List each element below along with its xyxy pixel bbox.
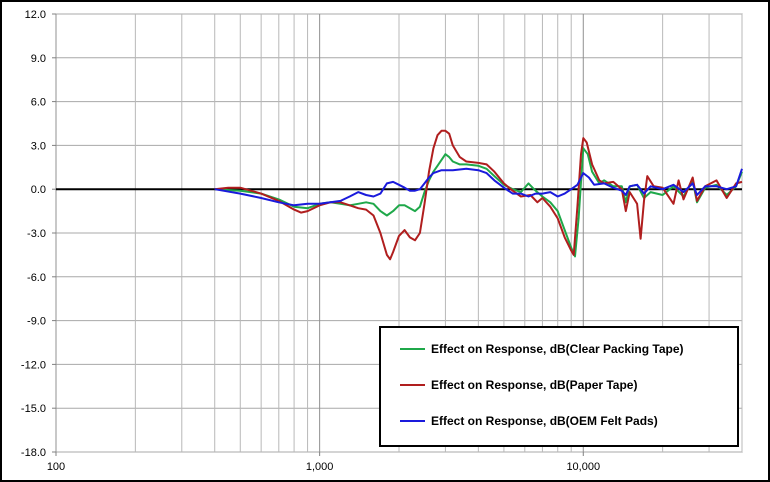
- y-tick-label: 3.0: [31, 140, 46, 152]
- y-tick-label: 12.0: [25, 9, 46, 21]
- y-tick-label: -18.0: [21, 447, 46, 459]
- legend-label-1: Effect on Response, dB(Clear Packing Tap…: [431, 342, 684, 356]
- y-axis-labels: 12.0 9.0 6.0 3.0 0.0 -3.0 -6.0 -9.0 -12.0 -15.0 -1…: [21, 9, 46, 459]
- legend: Effect on Response, dB(Clear Packing Tap…: [379, 326, 739, 447]
- y-tick-label: -6.0: [27, 272, 46, 284]
- y-tick-label: -9.0: [27, 316, 46, 328]
- axis-ticks: [52, 13, 584, 456]
- y-tick-label: -3.0: [27, 228, 46, 240]
- x-axis-labels: 100 1,000 10,000: [47, 461, 600, 473]
- y-tick-label: -12.0: [21, 359, 46, 371]
- y-tick-label: 6.0: [31, 97, 46, 109]
- x-tick-label: 100: [47, 461, 65, 473]
- series-line-2: [214, 129, 743, 261]
- series-line-3: [214, 167, 743, 207]
- legend-box: [379, 326, 739, 447]
- legend-label-3: Effect on Response, dB(OEM Felt Pads): [431, 414, 658, 428]
- legend-label-2: Effect on Response, dB(Paper Tape): [431, 378, 637, 392]
- y-tick-label: 9.0: [31, 53, 46, 65]
- y-tick-label: -15.0: [21, 403, 46, 415]
- x-tick-label: 1,000: [306, 461, 334, 473]
- series-lines: [214, 129, 743, 261]
- y-tick-label: 0.0: [31, 184, 46, 196]
- x-tick-label: 10,000: [566, 461, 600, 473]
